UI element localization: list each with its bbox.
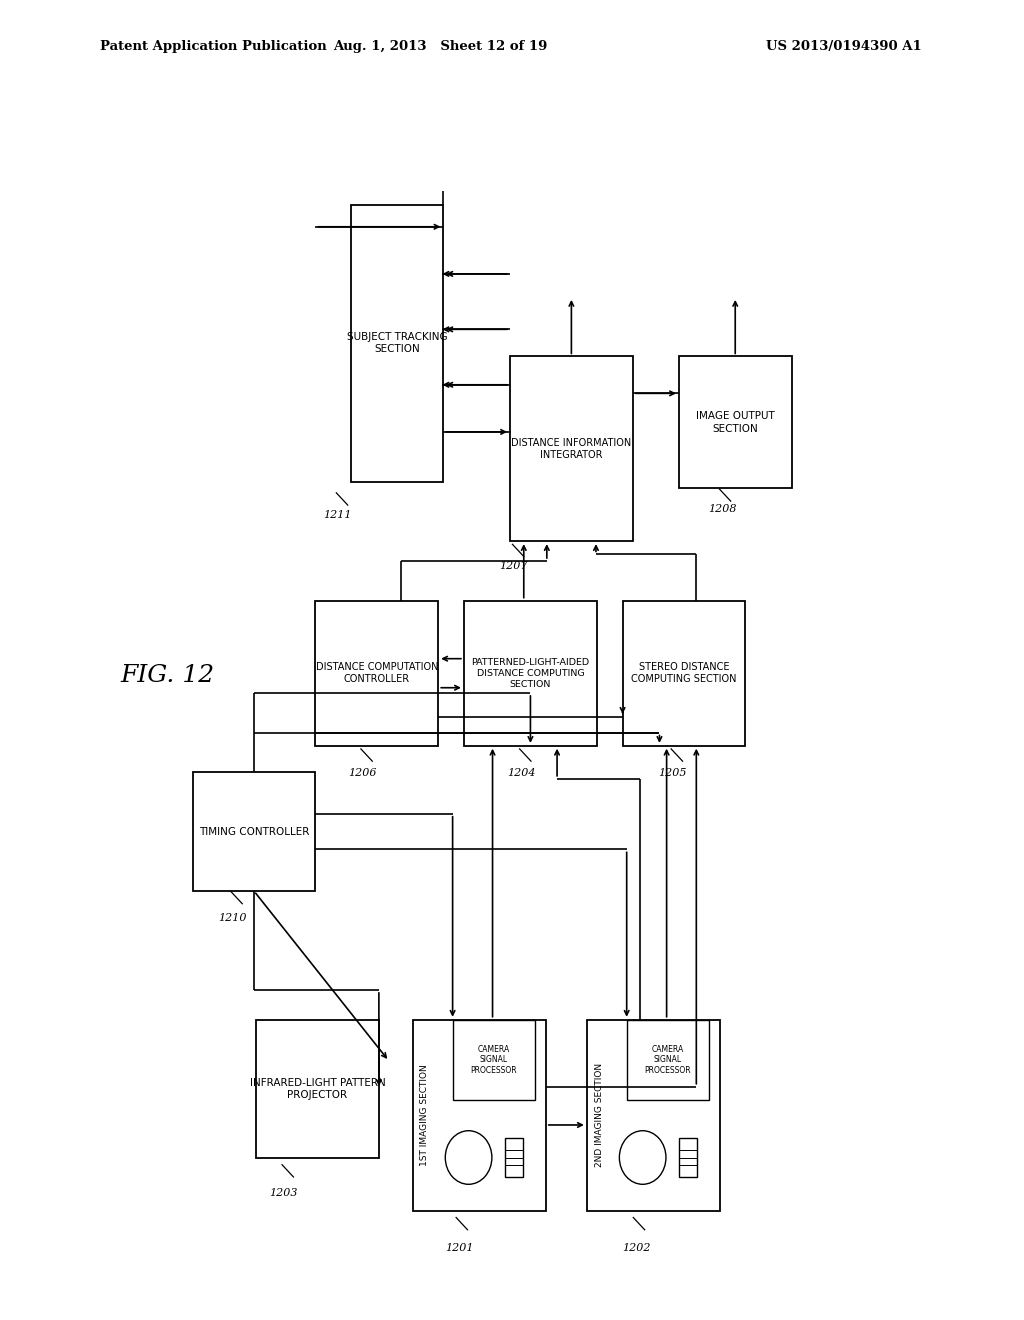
Text: IMAGE OUTPUT
SECTION: IMAGE OUTPUT SECTION — [696, 412, 774, 433]
Text: CAMERA
SIGNAL
PROCESSOR: CAMERA SIGNAL PROCESSOR — [645, 1045, 691, 1074]
Bar — [679, 1138, 697, 1176]
Text: 1210: 1210 — [218, 913, 247, 924]
Ellipse shape — [620, 1131, 666, 1184]
Bar — [351, 205, 443, 482]
Text: 1207: 1207 — [500, 561, 528, 572]
Text: 1204: 1204 — [507, 768, 536, 779]
Text: CAMERA
SIGNAL
PROCESSOR: CAMERA SIGNAL PROCESSOR — [471, 1045, 517, 1074]
Bar — [453, 1020, 536, 1100]
Text: 1205: 1205 — [658, 768, 687, 779]
Ellipse shape — [445, 1131, 492, 1184]
Text: PATTERNED-LIGHT-AIDED
DISTANCE COMPUTING
SECTION: PATTERNED-LIGHT-AIDED DISTANCE COMPUTING… — [471, 657, 590, 689]
Text: 1211: 1211 — [324, 510, 352, 520]
Bar — [510, 356, 633, 541]
Bar — [623, 601, 745, 746]
Bar — [193, 772, 315, 891]
Text: 1202: 1202 — [623, 1243, 651, 1254]
Text: 1206: 1206 — [348, 768, 377, 779]
Text: 2ND IMAGING SECTION: 2ND IMAGING SECTION — [595, 1064, 603, 1167]
Text: Aug. 1, 2013   Sheet 12 of 19: Aug. 1, 2013 Sheet 12 of 19 — [333, 40, 548, 53]
Text: 1203: 1203 — [269, 1188, 298, 1199]
Bar — [505, 1138, 523, 1176]
Text: 1208: 1208 — [709, 504, 737, 515]
Text: Patent Application Publication: Patent Application Publication — [100, 40, 327, 53]
Text: FIG. 12: FIG. 12 — [121, 664, 215, 688]
Bar — [679, 356, 792, 488]
Bar — [627, 1020, 710, 1100]
Bar — [256, 1020, 379, 1159]
Text: TIMING CONTROLLER: TIMING CONTROLLER — [199, 826, 309, 837]
Bar — [464, 601, 597, 746]
Text: 1ST IMAGING SECTION: 1ST IMAGING SECTION — [421, 1064, 429, 1167]
Text: DISTANCE INFORMATION
INTEGRATOR: DISTANCE INFORMATION INTEGRATOR — [511, 438, 632, 459]
Bar — [587, 1020, 720, 1212]
Bar — [413, 1020, 546, 1212]
Text: STEREO DISTANCE
COMPUTING SECTION: STEREO DISTANCE COMPUTING SECTION — [631, 663, 737, 684]
Text: 1201: 1201 — [445, 1243, 474, 1254]
Text: DISTANCE COMPUTATION
CONTROLLER: DISTANCE COMPUTATION CONTROLLER — [315, 663, 438, 684]
Text: INFRARED-LIGHT PATTERN
PROJECTOR: INFRARED-LIGHT PATTERN PROJECTOR — [250, 1078, 385, 1100]
Bar — [315, 601, 438, 746]
Text: US 2013/0194390 A1: US 2013/0194390 A1 — [766, 40, 922, 53]
Text: SUBJECT TRACKING
SECTION: SUBJECT TRACKING SECTION — [347, 333, 447, 354]
